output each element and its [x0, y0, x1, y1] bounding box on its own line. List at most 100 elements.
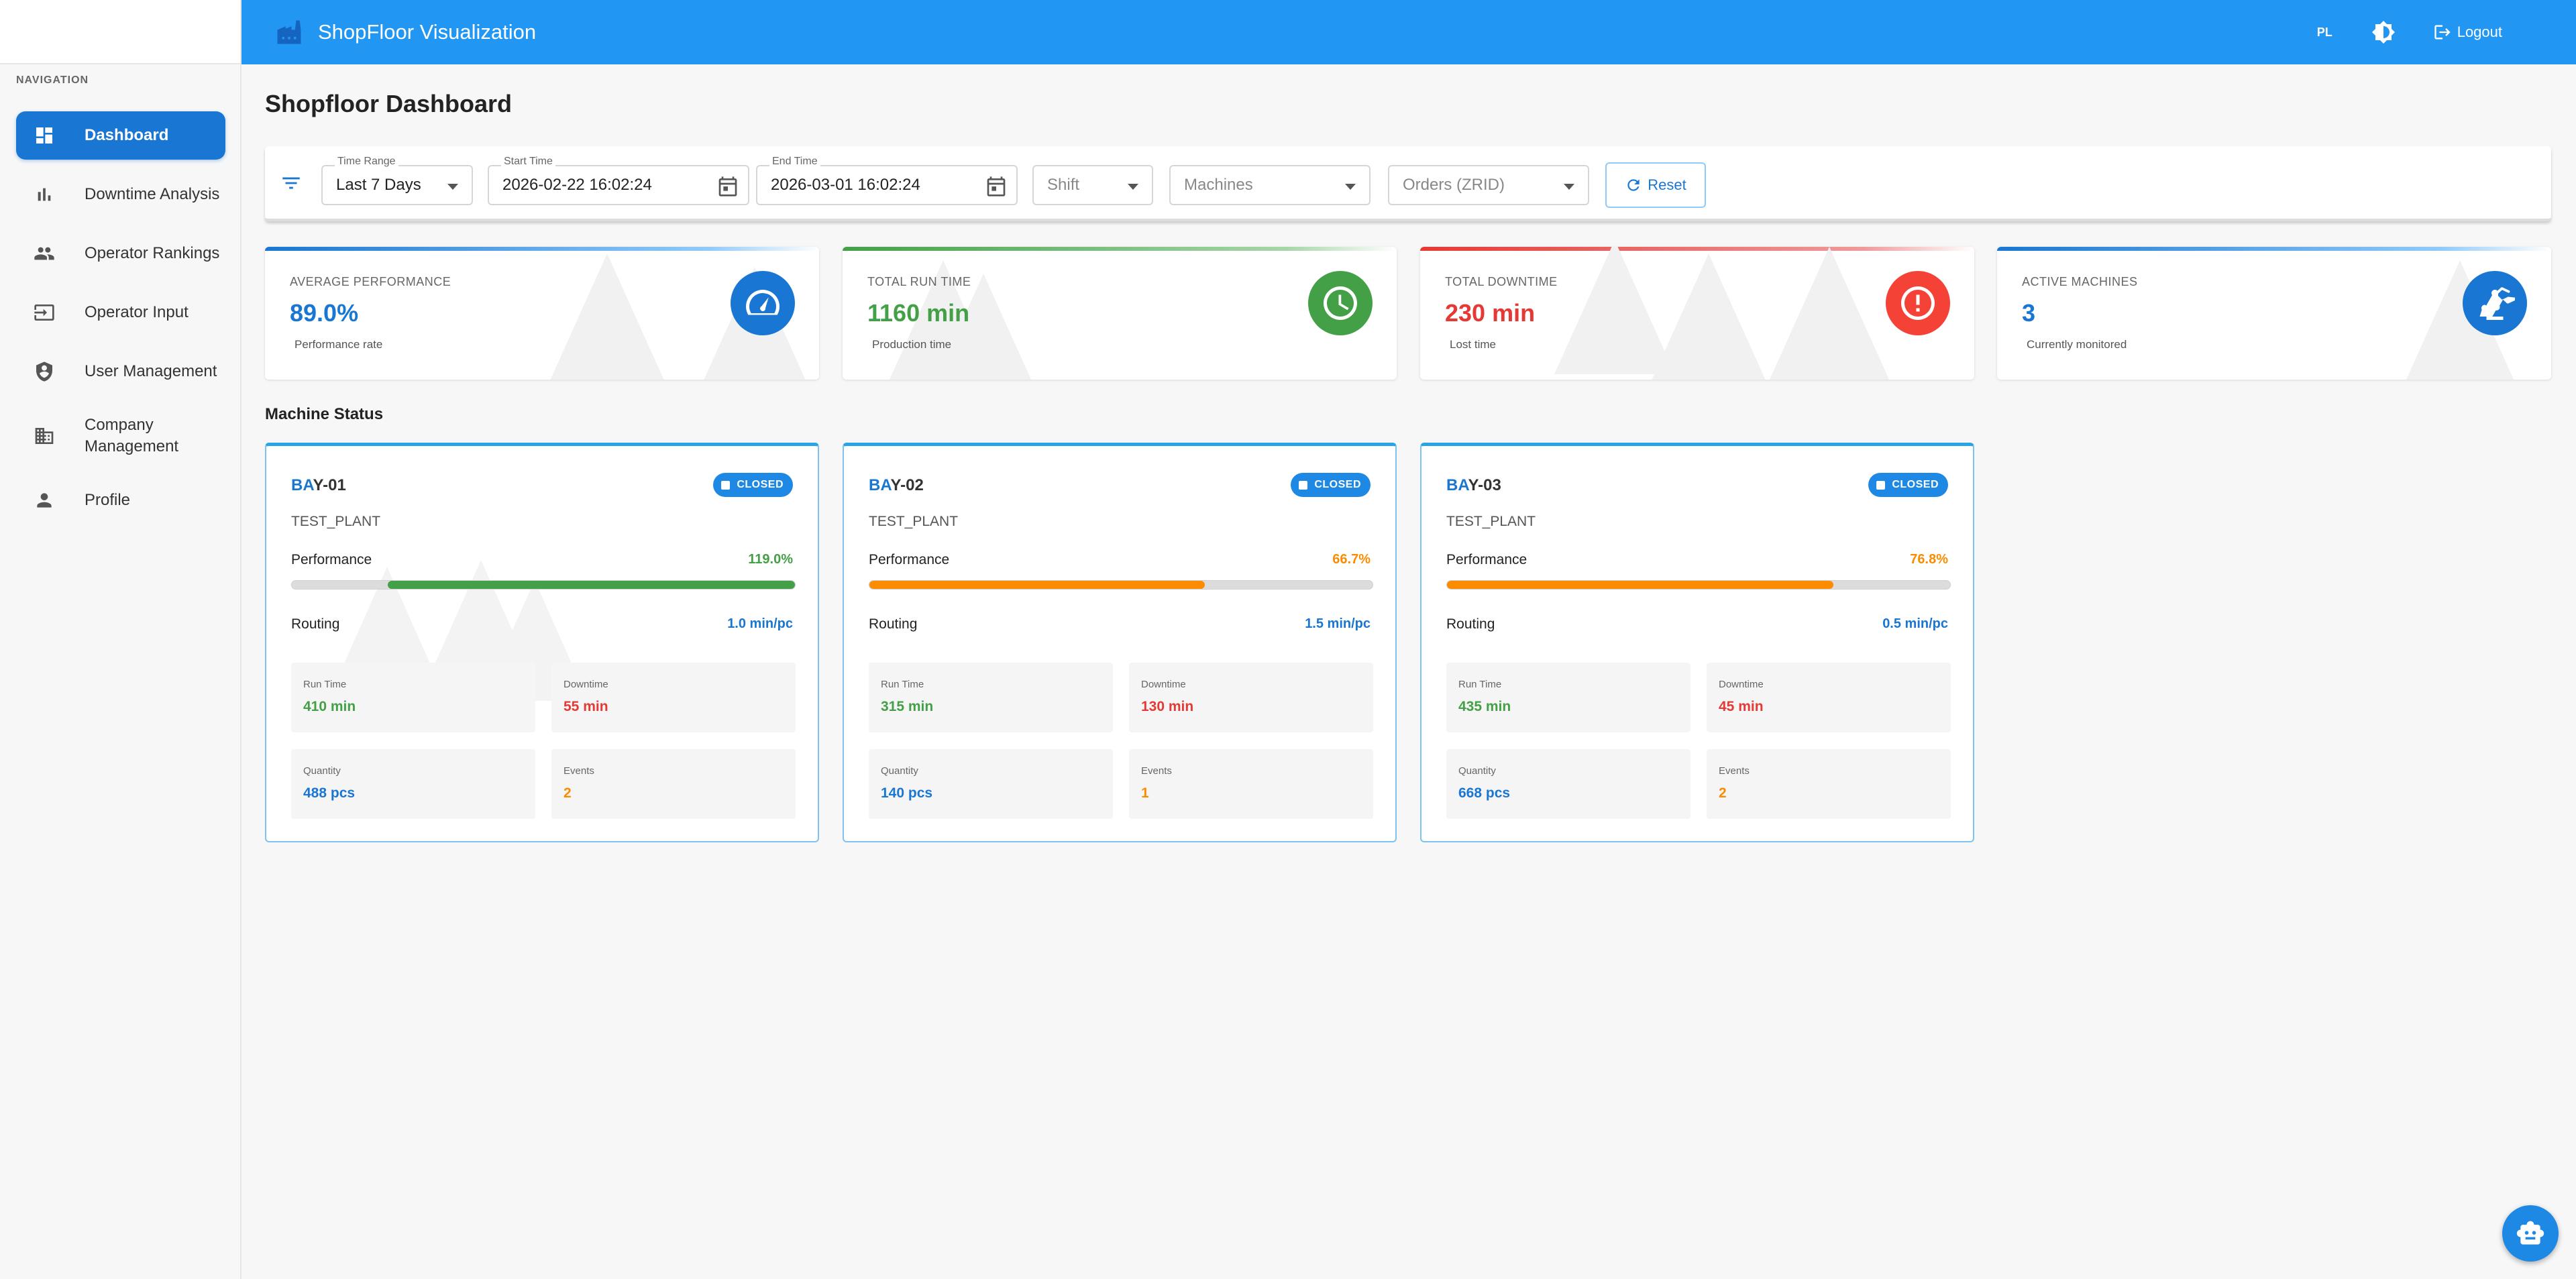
- nav-list: Dashboard Downtime Analysis Operator Ran…: [16, 111, 225, 535]
- time-range-select[interactable]: Time Range Last 7 Days: [321, 156, 473, 205]
- routing-label: Routing: [1446, 616, 1495, 632]
- stat-events: Events 1: [1129, 749, 1373, 819]
- stop-icon: [721, 480, 731, 490]
- orders-placeholder: Orders (ZRID): [1403, 176, 1505, 194]
- stat-label: Quantity: [303, 765, 341, 777]
- machines-select[interactable]: Machines: [1169, 165, 1371, 205]
- calendar-icon[interactable]: [717, 176, 739, 197]
- sidebar-item-company-management[interactable]: Company Management: [16, 406, 225, 465]
- machine-name: BAY-02: [869, 476, 924, 494]
- stat-value: 130 min: [1141, 699, 1194, 714]
- stat-label: Downtime: [1719, 679, 1764, 690]
- machine-name: BAY-01: [291, 476, 346, 494]
- stat-downtime: Downtime 55 min: [551, 663, 796, 732]
- plant-name: TEST_PLANT: [869, 514, 959, 529]
- kpi-value: 230 min: [1445, 299, 1536, 327]
- kpi-value: 89.0%: [290, 299, 359, 327]
- calendar-icon[interactable]: [985, 176, 1007, 197]
- status-badge: CLOSED: [1868, 473, 1948, 497]
- kpi-card-total-downtime: TOTAL DOWNTIME 230 min Lost time: [1420, 247, 1974, 380]
- performance-bar-fill: [869, 581, 1205, 589]
- chat-assistant-button[interactable]: [2502, 1205, 2559, 1262]
- stat-downtime: Downtime 130 min: [1129, 663, 1373, 732]
- factory-icon: [275, 18, 303, 46]
- kpi-subtitle: Production time: [872, 338, 952, 351]
- logout-button[interactable]: Logout: [2433, 23, 2502, 42]
- page-title: Shopfloor Dashboard: [265, 90, 512, 117]
- start-time-field[interactable]: Start Time 2026-02-22 16:02:24: [488, 156, 749, 205]
- chevron-down-icon: [1564, 184, 1574, 190]
- person-icon: [31, 487, 58, 514]
- stat-label: Events: [1141, 765, 1172, 777]
- performance-bar: [1446, 580, 1951, 590]
- sidebar-item-operator-rankings[interactable]: Operator Rankings: [16, 229, 225, 278]
- machine-card-bay-02[interactable]: BAY-02 CLOSED TEST_PLANT Performance 66.…: [843, 443, 1397, 842]
- stat-label: Run Time: [1458, 679, 1502, 690]
- stat-label: Events: [564, 765, 594, 777]
- theme-toggle-icon[interactable]: [2371, 20, 2396, 44]
- end-time-label: End Time: [769, 156, 820, 168]
- sidebar-item-label: User Management: [85, 362, 217, 380]
- routing-value: 1.0 min/pc: [727, 616, 793, 631]
- end-time-field[interactable]: End Time 2026-03-01 16:02:24: [756, 156, 1018, 205]
- kpi-label: TOTAL RUN TIME: [867, 275, 971, 288]
- orders-select[interactable]: Orders (ZRID): [1388, 165, 1589, 205]
- kpi-card-total-run-time: TOTAL RUN TIME 1160 min Production time: [843, 247, 1397, 380]
- stat-events: Events 2: [551, 749, 796, 819]
- machine-card-bay-01[interactable]: BAY-01 CLOSED TEST_PLANT Performance 119…: [265, 443, 819, 842]
- stat-value: 140 pcs: [881, 785, 933, 801]
- app-header: ShopFloor Visualization PL Logout: [241, 0, 2576, 64]
- filter-icon[interactable]: [280, 172, 303, 194]
- reset-label: Reset: [1648, 176, 1686, 193]
- start-time-label: Start Time: [501, 156, 555, 168]
- performance-bar: [869, 580, 1373, 590]
- kpi-accent-bar: [1997, 247, 2551, 251]
- performance-label: Performance: [291, 552, 372, 567]
- performance-bar-fill: [387, 581, 795, 589]
- sidebar-item-downtime-analysis[interactable]: Downtime Analysis: [16, 170, 225, 219]
- machine-card-bay-03[interactable]: BAY-03 CLOSED TEST_PLANT Performance 76.…: [1420, 443, 1974, 842]
- logout-label: Logout: [2457, 23, 2502, 40]
- stat-quantity: Quantity 140 pcs: [869, 749, 1113, 819]
- sidebar-item-label: Downtime Analysis: [85, 185, 220, 203]
- reset-button[interactable]: Reset: [1605, 162, 1706, 208]
- building-icon: [31, 423, 58, 449]
- stat-value: 2: [564, 785, 572, 801]
- stat-run-time: Run Time 435 min: [1446, 663, 1690, 732]
- stat-value: 1: [1141, 785, 1149, 801]
- user-shield-icon: [31, 358, 58, 385]
- performance-bar-fill: [1447, 581, 1833, 589]
- alert-icon: [1886, 271, 1950, 335]
- robot-icon: [2516, 1221, 2544, 1245]
- sidebar-item-profile[interactable]: Profile: [16, 476, 225, 524]
- clock-icon: [1308, 271, 1373, 335]
- decorative-shape: [547, 254, 667, 380]
- shift-select[interactable]: Shift: [1032, 165, 1153, 205]
- kpi-label: ACTIVE MACHINES: [2022, 275, 2138, 288]
- header-actions: PL Logout: [2317, 20, 2502, 44]
- people-icon: [31, 240, 58, 267]
- language-toggle[interactable]: PL: [2316, 25, 2332, 39]
- sidebar-item-user-management[interactable]: User Management: [16, 347, 225, 396]
- machine-name: BAY-03: [1446, 476, 1501, 494]
- stat-run-time: Run Time 315 min: [869, 663, 1113, 732]
- logout-icon: [2434, 25, 2451, 40]
- stat-value: 668 pcs: [1458, 785, 1511, 801]
- sidebar-item-operator-input[interactable]: Operator Input: [16, 288, 225, 337]
- sidebar-item-label: Dashboard: [85, 126, 169, 144]
- stat-events: Events 2: [1707, 749, 1951, 819]
- filter-bar: Time Range Last 7 Days Start Time 2026-0…: [265, 146, 2551, 221]
- stop-icon: [1299, 480, 1308, 490]
- nav-heading: NAVIGATION: [16, 74, 89, 86]
- stat-label: Run Time: [881, 679, 924, 690]
- end-time-value: 2026-03-01 16:02:24: [771, 176, 920, 194]
- sidebar-item-dashboard[interactable]: Dashboard: [16, 111, 225, 160]
- routing-label: Routing: [869, 616, 918, 632]
- sidebar-item-label: Company Management: [85, 416, 179, 455]
- app-title: ShopFloor Visualization: [318, 20, 537, 44]
- stat-label: Downtime: [1141, 679, 1186, 690]
- stat-label: Downtime: [564, 679, 608, 690]
- stat-value: 488 pcs: [303, 785, 356, 801]
- stat-value: 45 min: [1719, 699, 1764, 714]
- kpi-accent-bar: [1420, 247, 1974, 251]
